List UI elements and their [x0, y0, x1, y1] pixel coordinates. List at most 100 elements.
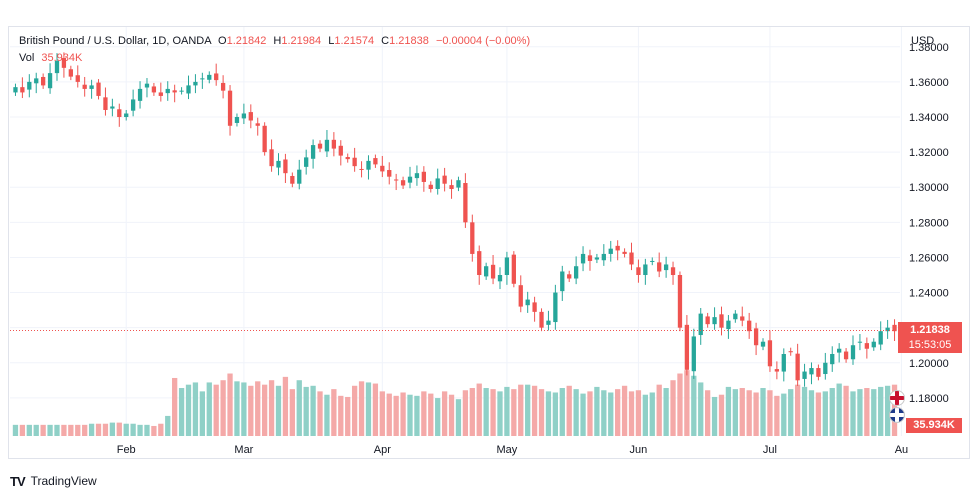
volume-bar	[788, 389, 794, 436]
candle-body	[677, 275, 683, 328]
volume-bar	[372, 383, 379, 436]
volume-bar	[172, 377, 178, 436]
volume-bar	[428, 393, 434, 436]
candle-body	[124, 113, 129, 117]
x-tick-label: Jul	[763, 444, 777, 456]
volume-bar	[241, 382, 247, 436]
candle-body	[310, 145, 316, 159]
volume-bar	[123, 423, 129, 436]
volume-bar	[448, 394, 455, 436]
candle-body	[110, 106, 115, 109]
time-axis[interactable]: Feb Mar Apr May Jun Jul Au	[117, 444, 908, 456]
volume-bar	[628, 391, 635, 436]
candle-body	[193, 81, 198, 86]
volume-bar	[296, 380, 302, 436]
candle-body	[712, 317, 717, 325]
volume-bar	[857, 389, 863, 436]
symbol-title[interactable]: British Pound / U.S. Dollar, 1D, OANDA	[19, 35, 211, 47]
candle-body	[670, 267, 676, 275]
candle-body	[220, 82, 226, 91]
candle-body	[691, 336, 696, 372]
y-tick-label: 1.36000	[909, 77, 949, 89]
candle-body	[837, 348, 842, 353]
candle-body	[414, 173, 420, 179]
volume-bar	[871, 389, 877, 436]
volume-bar	[365, 382, 372, 436]
candle-body	[435, 178, 440, 189]
volume-bar	[95, 423, 102, 436]
volume-bar	[455, 399, 462, 436]
vol-key[interactable]: Vol	[19, 52, 35, 64]
volume-bar	[289, 389, 295, 436]
volume-bar	[310, 385, 316, 436]
volume-bar	[317, 391, 323, 436]
candle-body	[366, 160, 371, 170]
volume-bar	[441, 391, 448, 436]
candle-body	[733, 313, 738, 320]
volume-bar	[822, 391, 828, 436]
candle-body	[248, 112, 253, 121]
brand-name[interactable]: TradingView	[30, 474, 97, 488]
volume-bar	[594, 386, 600, 436]
volume-bar	[227, 373, 233, 436]
volume-bar	[545, 391, 552, 436]
volume-bar	[483, 388, 489, 436]
candle-body	[594, 257, 600, 260]
candle-body	[269, 149, 274, 167]
volume-bar	[760, 388, 766, 436]
candle-body	[82, 84, 87, 89]
candle-body	[297, 169, 302, 184]
candle-body	[525, 299, 530, 306]
candle-body	[740, 316, 745, 321]
candle-body	[400, 180, 406, 186]
candle-body	[13, 87, 18, 93]
volume-bar	[843, 385, 849, 436]
volume-bar	[275, 385, 282, 436]
y-tick-label: 1.24000	[909, 288, 949, 300]
currency-label[interactable]: USD	[911, 35, 935, 47]
volume-bar	[781, 393, 787, 436]
volume-bar	[68, 424, 74, 436]
candle-body	[608, 248, 613, 254]
candle-body	[816, 368, 821, 377]
volume-bar	[884, 385, 891, 436]
candle-body	[892, 324, 897, 332]
chart-frame[interactable]	[8, 26, 970, 459]
candle-body	[61, 58, 67, 68]
volume-bar	[248, 385, 254, 436]
volume-bar	[206, 382, 212, 436]
candle-body	[470, 222, 475, 254]
volume-bar	[663, 388, 669, 436]
candle-body	[760, 341, 766, 347]
volume-bar	[324, 394, 330, 436]
volume-bar	[386, 393, 392, 436]
candle-body	[629, 252, 634, 265]
open-value: 1.21842	[226, 35, 267, 47]
price-axis[interactable]: 1.38000 1.36000 1.34000 1.32000 1.30000 1.280…	[909, 42, 949, 405]
volume-bar	[213, 384, 219, 436]
candle-body	[573, 266, 579, 279]
volume-bar	[185, 384, 192, 436]
volume-bar	[635, 390, 642, 436]
footer[interactable]: TV TradingView	[10, 473, 97, 489]
candle-body	[587, 255, 593, 261]
candle-body	[387, 170, 392, 177]
tradingview-logo-icon[interactable]: TV	[10, 473, 26, 489]
candle-body	[802, 371, 807, 379]
low-value: 1.21574	[334, 35, 375, 47]
volume-bar	[684, 370, 690, 436]
candle-body	[262, 125, 267, 153]
volume-bar	[331, 389, 337, 436]
volume-bar	[61, 424, 67, 436]
candle-body	[89, 85, 94, 89]
candle-body	[394, 179, 399, 181]
candle-body	[643, 264, 648, 275]
volume-bar	[282, 376, 289, 436]
candle-body	[850, 345, 856, 360]
countdown-badge: 15:53:05	[898, 338, 962, 353]
candle-body	[615, 245, 620, 251]
candle-body	[165, 88, 170, 94]
candle-body	[283, 159, 288, 174]
high-key: H	[273, 35, 282, 47]
